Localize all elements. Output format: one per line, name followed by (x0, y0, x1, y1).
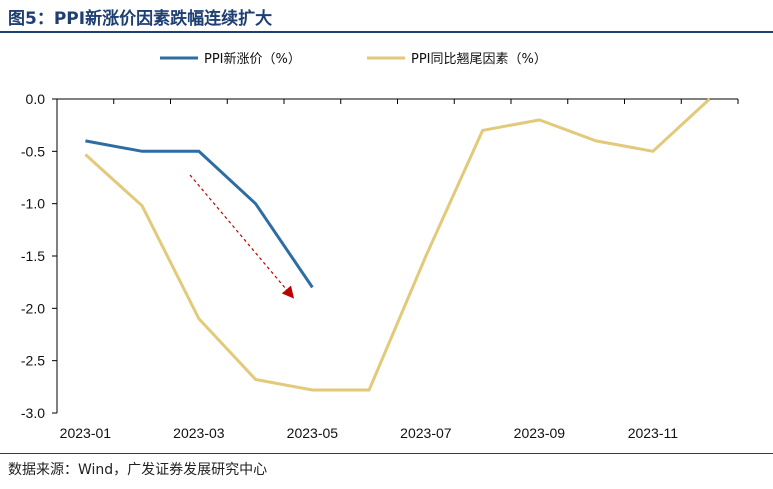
data-source-note: 数据来源：Wind，广发证券发展研究中心 (8, 462, 268, 478)
y-tick-label: -1.5 (21, 248, 45, 264)
trend-arrow (189, 174, 295, 299)
legend-label-1: PPI新涨价（%） (204, 51, 301, 67)
source-divider (0, 453, 773, 454)
legend: PPI新涨价（%） PPI同比翘尾因素（%） (160, 51, 547, 67)
x-tick-label: 2023-09 (514, 425, 566, 441)
y-tick-label: -2.0 (21, 300, 45, 316)
chart-title: 图5：PPI新涨价因素跌幅连续扩大 (8, 9, 273, 29)
y-tick-label: 0.0 (26, 91, 46, 107)
x-tick-label: 2023-07 (400, 425, 452, 441)
title-divider (0, 31, 773, 33)
x-tick-label: 2023-03 (173, 425, 225, 441)
x-tick-label: 2023-11 (628, 425, 679, 441)
series-line-1 (85, 139, 314, 289)
x-tick-label: 2023-01 (60, 425, 112, 441)
legend-label-2: PPI同比翘尾因素（%） (411, 52, 547, 67)
trend-arrow-annotation (189, 174, 295, 299)
y-tick-label: -0.5 (21, 143, 45, 159)
series-layer (84, 97, 711, 392)
y-tick-label: -1.0 (21, 196, 45, 212)
x-tick-label: 2023-05 (287, 425, 339, 441)
series-line-2 (84, 97, 711, 392)
axes: 0.0 -0.5 -1.0 -1.5 -2.0 -2.5 -3.0 2023-01 2023-0… (21, 91, 739, 441)
y-tick-label: -2.5 (21, 353, 45, 369)
y-tick-label: -3.0 (21, 405, 45, 421)
